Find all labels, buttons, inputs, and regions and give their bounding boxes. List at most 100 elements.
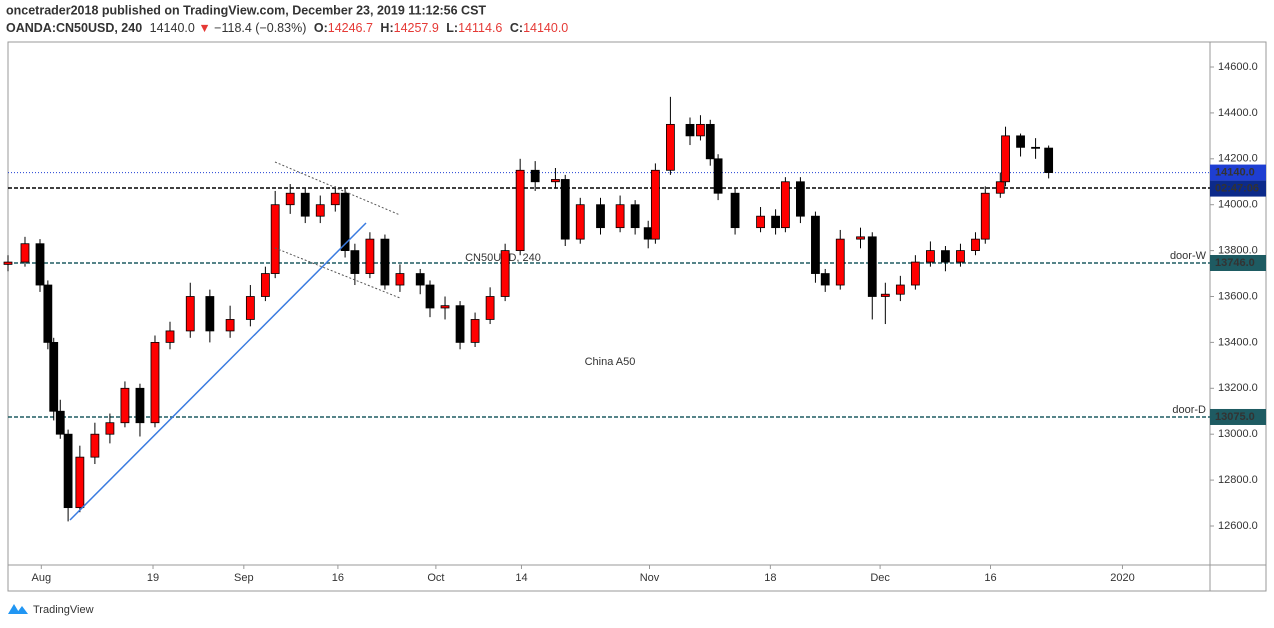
candle-body xyxy=(771,215,780,229)
candle-body xyxy=(415,273,425,286)
candle-body xyxy=(867,236,877,297)
candle-body xyxy=(245,296,255,320)
candle-body xyxy=(380,238,390,286)
candle-body xyxy=(1031,146,1040,149)
candle-body xyxy=(820,273,830,286)
footer-brand: TradingView xyxy=(33,604,94,616)
level-box xyxy=(1210,254,1266,271)
candle-body xyxy=(470,319,480,343)
x-tick-label: Sep xyxy=(234,572,254,584)
candle-body xyxy=(330,192,340,206)
candle-body xyxy=(20,243,30,263)
candle-body xyxy=(615,204,625,229)
level-box xyxy=(1210,408,1266,425)
ohlc-value: 14257.9 xyxy=(394,21,439,35)
candle-body xyxy=(260,273,270,297)
plot: 12600.0 12800.0 13000.0 13200.0 13400.0 13600… xyxy=(3,61,1258,584)
x-tick-label: 14 xyxy=(515,572,527,584)
candle-body xyxy=(1016,135,1025,148)
y-tick-label: 13400.0 xyxy=(1218,336,1258,348)
ohlc-key: L: xyxy=(446,21,458,35)
candle-body xyxy=(185,296,195,332)
candle-body xyxy=(796,181,805,217)
candle-body xyxy=(685,123,695,137)
candle-body xyxy=(705,123,715,160)
candle-body xyxy=(225,319,235,332)
channel-line xyxy=(274,247,401,299)
candle-body xyxy=(551,179,560,183)
level-name: door-W xyxy=(1170,250,1207,262)
candle-body xyxy=(575,204,585,240)
candle-body xyxy=(120,387,130,424)
trend-line xyxy=(69,222,367,521)
candle-body xyxy=(55,410,65,435)
candle-body xyxy=(205,296,215,332)
candle-body xyxy=(630,204,640,229)
candle-body xyxy=(455,305,465,343)
level-label: 13746.0 xyxy=(1215,257,1255,269)
symbol-line: OANDA:CN50USD, 240 14140.0 ▼ −118.4 (−0.… xyxy=(6,21,568,35)
y-tick-label: 13000.0 xyxy=(1218,428,1258,440)
y-tick-label: 14200.0 xyxy=(1218,153,1258,165)
y-tick-label: 14400.0 xyxy=(1218,107,1258,119)
x-tick-label: Aug xyxy=(32,572,52,584)
current-price-label: 14140.0 xyxy=(1215,166,1255,178)
change: −118.4 (−0.83%) xyxy=(214,21,306,35)
candle-body xyxy=(350,250,360,274)
y-tick-label: 13800.0 xyxy=(1218,245,1258,257)
x-tick-label: 16 xyxy=(984,572,996,584)
candle-body xyxy=(35,243,45,286)
candle-body xyxy=(696,123,705,137)
candle-body xyxy=(596,204,605,229)
x-tick-label: Nov xyxy=(640,572,660,584)
footer-logo: TradingView xyxy=(8,604,94,616)
candle-body xyxy=(75,456,85,509)
direction: ▼ xyxy=(198,21,210,35)
candle-body xyxy=(49,341,59,412)
current-price-box xyxy=(1210,164,1266,181)
candle-body xyxy=(530,169,540,183)
candle-body xyxy=(63,433,73,509)
x-tick-label: 19 xyxy=(147,572,159,584)
candle-body xyxy=(425,284,435,309)
x-tick-label: 18 xyxy=(764,572,776,584)
candle-body xyxy=(956,250,965,263)
ohlc-value: 14246.7 xyxy=(328,21,373,35)
candle-body xyxy=(941,250,950,263)
candle-body xyxy=(995,181,1005,194)
candle-body xyxy=(395,273,405,286)
candle-body xyxy=(500,250,510,297)
countdown-box xyxy=(1210,180,1266,197)
candle-body xyxy=(515,169,525,252)
candle-body xyxy=(285,192,295,206)
logo-icon xyxy=(8,604,28,614)
watermark-description: China A50 xyxy=(585,356,636,368)
y-tick-label: 14600.0 xyxy=(1218,61,1258,73)
ohlc-key: H: xyxy=(380,21,393,35)
candle-body xyxy=(560,179,570,240)
candle-body xyxy=(440,305,450,309)
candle-body xyxy=(365,238,375,274)
ohlc-value: 14140.0 xyxy=(523,21,568,35)
candle-body xyxy=(315,204,325,217)
candle-body xyxy=(910,261,920,286)
candle-body xyxy=(270,204,280,274)
candle-body xyxy=(300,192,310,217)
ohlc-key: O: xyxy=(314,21,328,35)
chart-frame xyxy=(7,41,1267,592)
x-tick-label: 2020 xyxy=(1110,572,1134,584)
candle-body xyxy=(713,158,723,194)
candle-body xyxy=(730,192,740,229)
candle-body xyxy=(165,330,175,343)
candle-body xyxy=(780,181,790,229)
candle-body xyxy=(650,169,660,240)
candle-body xyxy=(90,433,100,458)
candle-body xyxy=(1001,135,1010,183)
symbol: OANDA:CN50USD, 240 xyxy=(6,21,142,35)
candle-body xyxy=(880,293,890,297)
y-tick-label: 13600.0 xyxy=(1218,290,1258,302)
candle-body xyxy=(895,284,905,295)
author-line: oncetrader2018 published on TradingView.… xyxy=(6,3,486,17)
countdown-label: 02:47:06 xyxy=(1215,182,1259,194)
